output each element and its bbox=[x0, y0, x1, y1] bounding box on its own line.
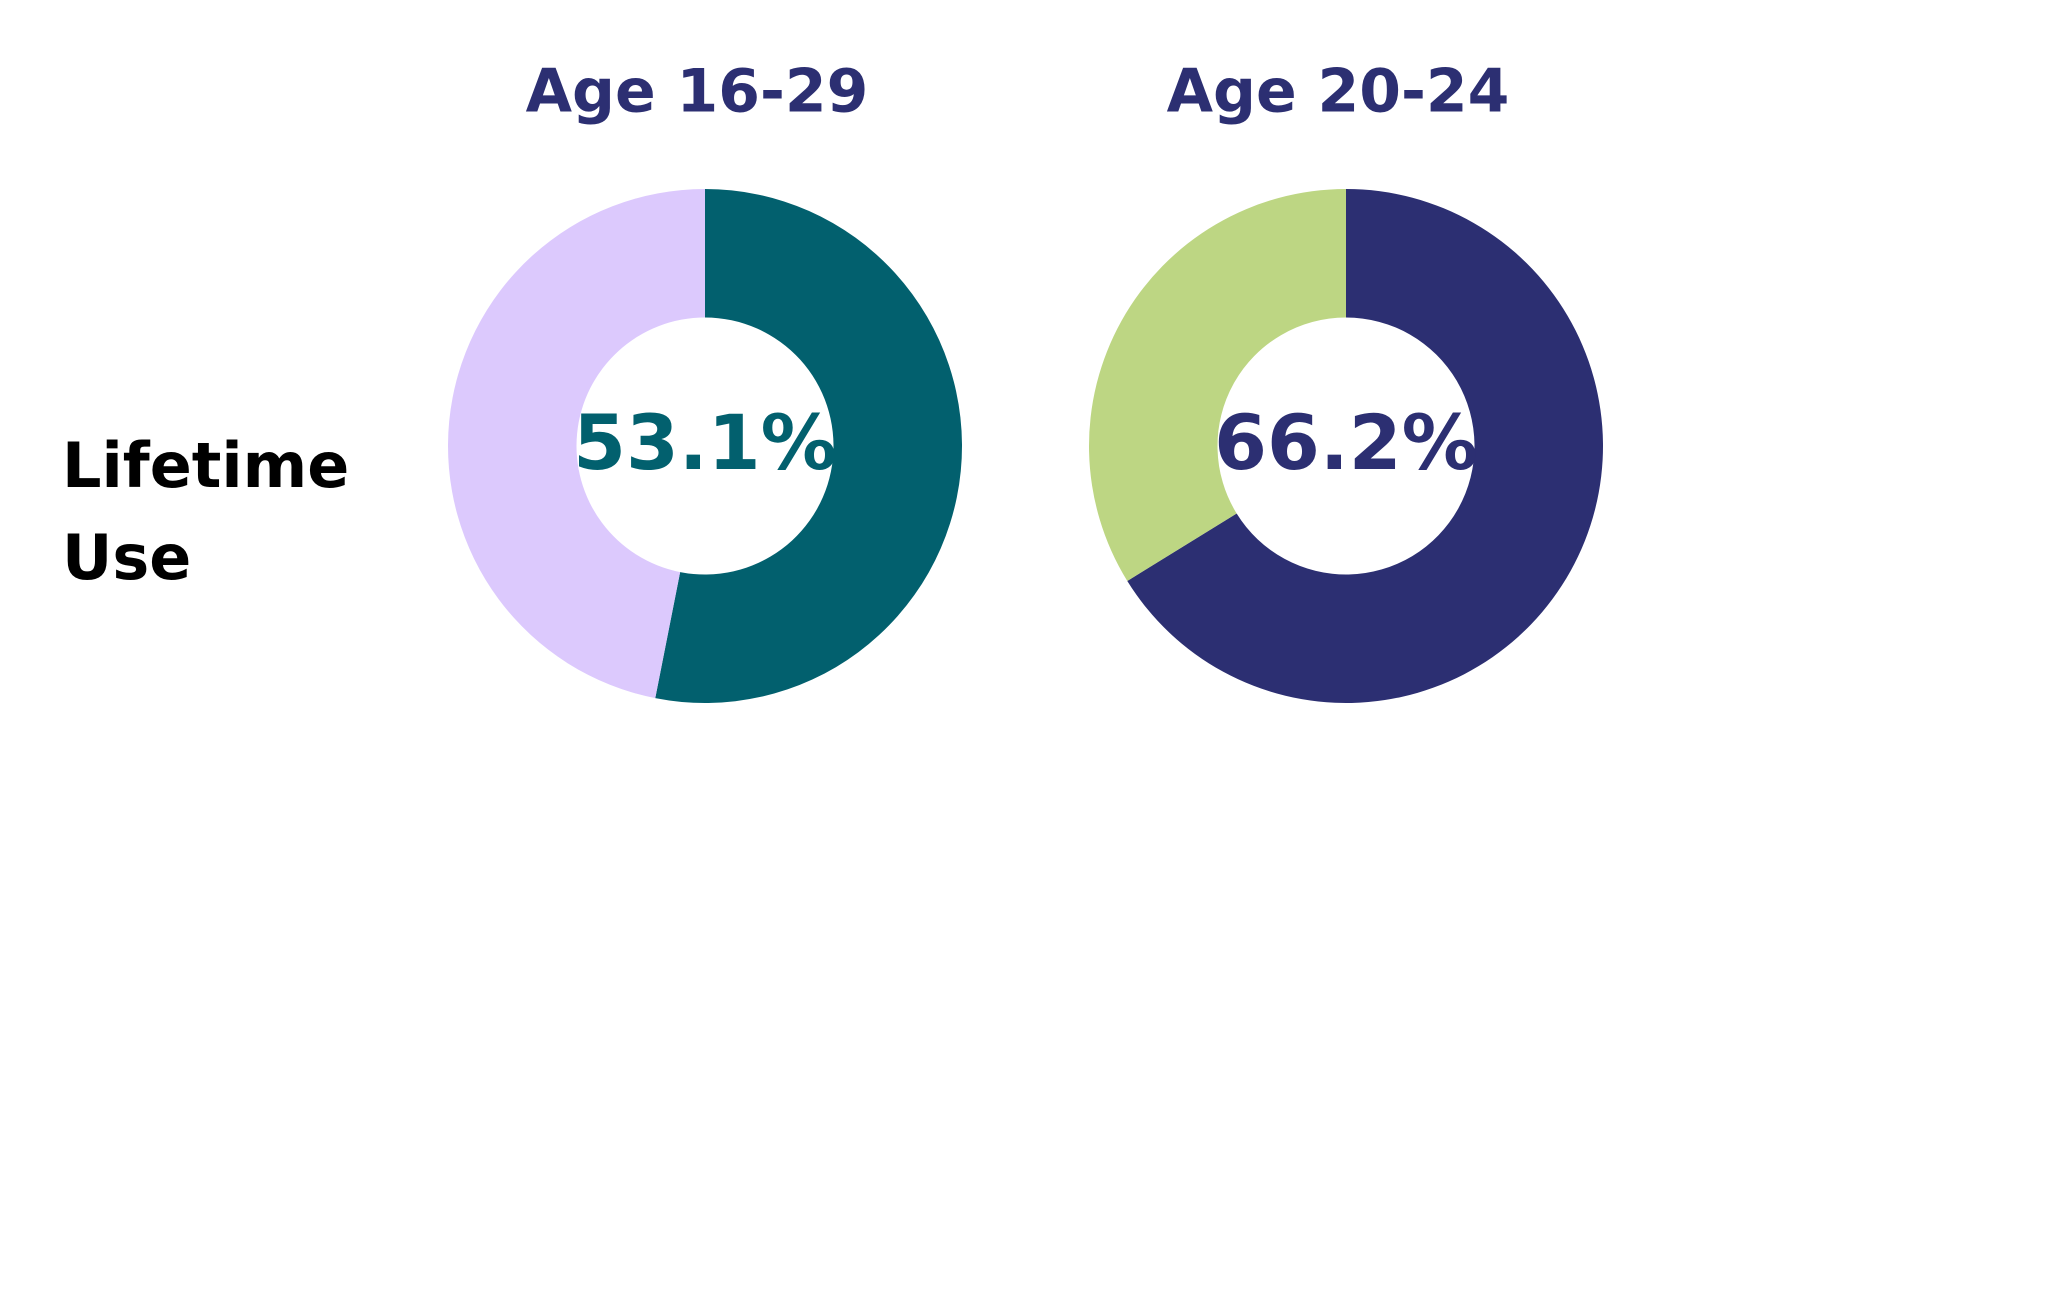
donut-segment bbox=[655, 189, 963, 703]
center-value-label: 66.2% bbox=[1214, 398, 1478, 487]
row-label: Lifetime Use bbox=[62, 429, 350, 594]
chart-title: Age 20-24 bbox=[1167, 57, 1510, 127]
donut-segment bbox=[448, 189, 705, 699]
donut-segment bbox=[1127, 189, 1603, 703]
center-value-label: 53.1% bbox=[573, 398, 837, 487]
chart-title: Age 16-29 bbox=[526, 57, 869, 127]
donut-segment bbox=[1089, 189, 1346, 581]
